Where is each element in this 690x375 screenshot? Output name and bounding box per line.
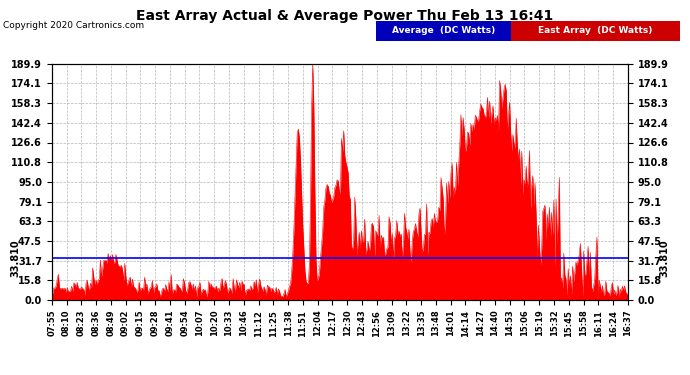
Text: 33.810: 33.810: [660, 239, 669, 277]
Text: East Array  (DC Watts): East Array (DC Watts): [538, 26, 652, 36]
Text: East Array Actual & Average Power Thu Feb 13 16:41: East Array Actual & Average Power Thu Fe…: [137, 9, 553, 23]
Text: 33.810: 33.810: [10, 239, 20, 277]
Text: Copyright 2020 Cartronics.com: Copyright 2020 Cartronics.com: [3, 21, 145, 30]
Text: Average  (DC Watts): Average (DC Watts): [392, 26, 495, 36]
